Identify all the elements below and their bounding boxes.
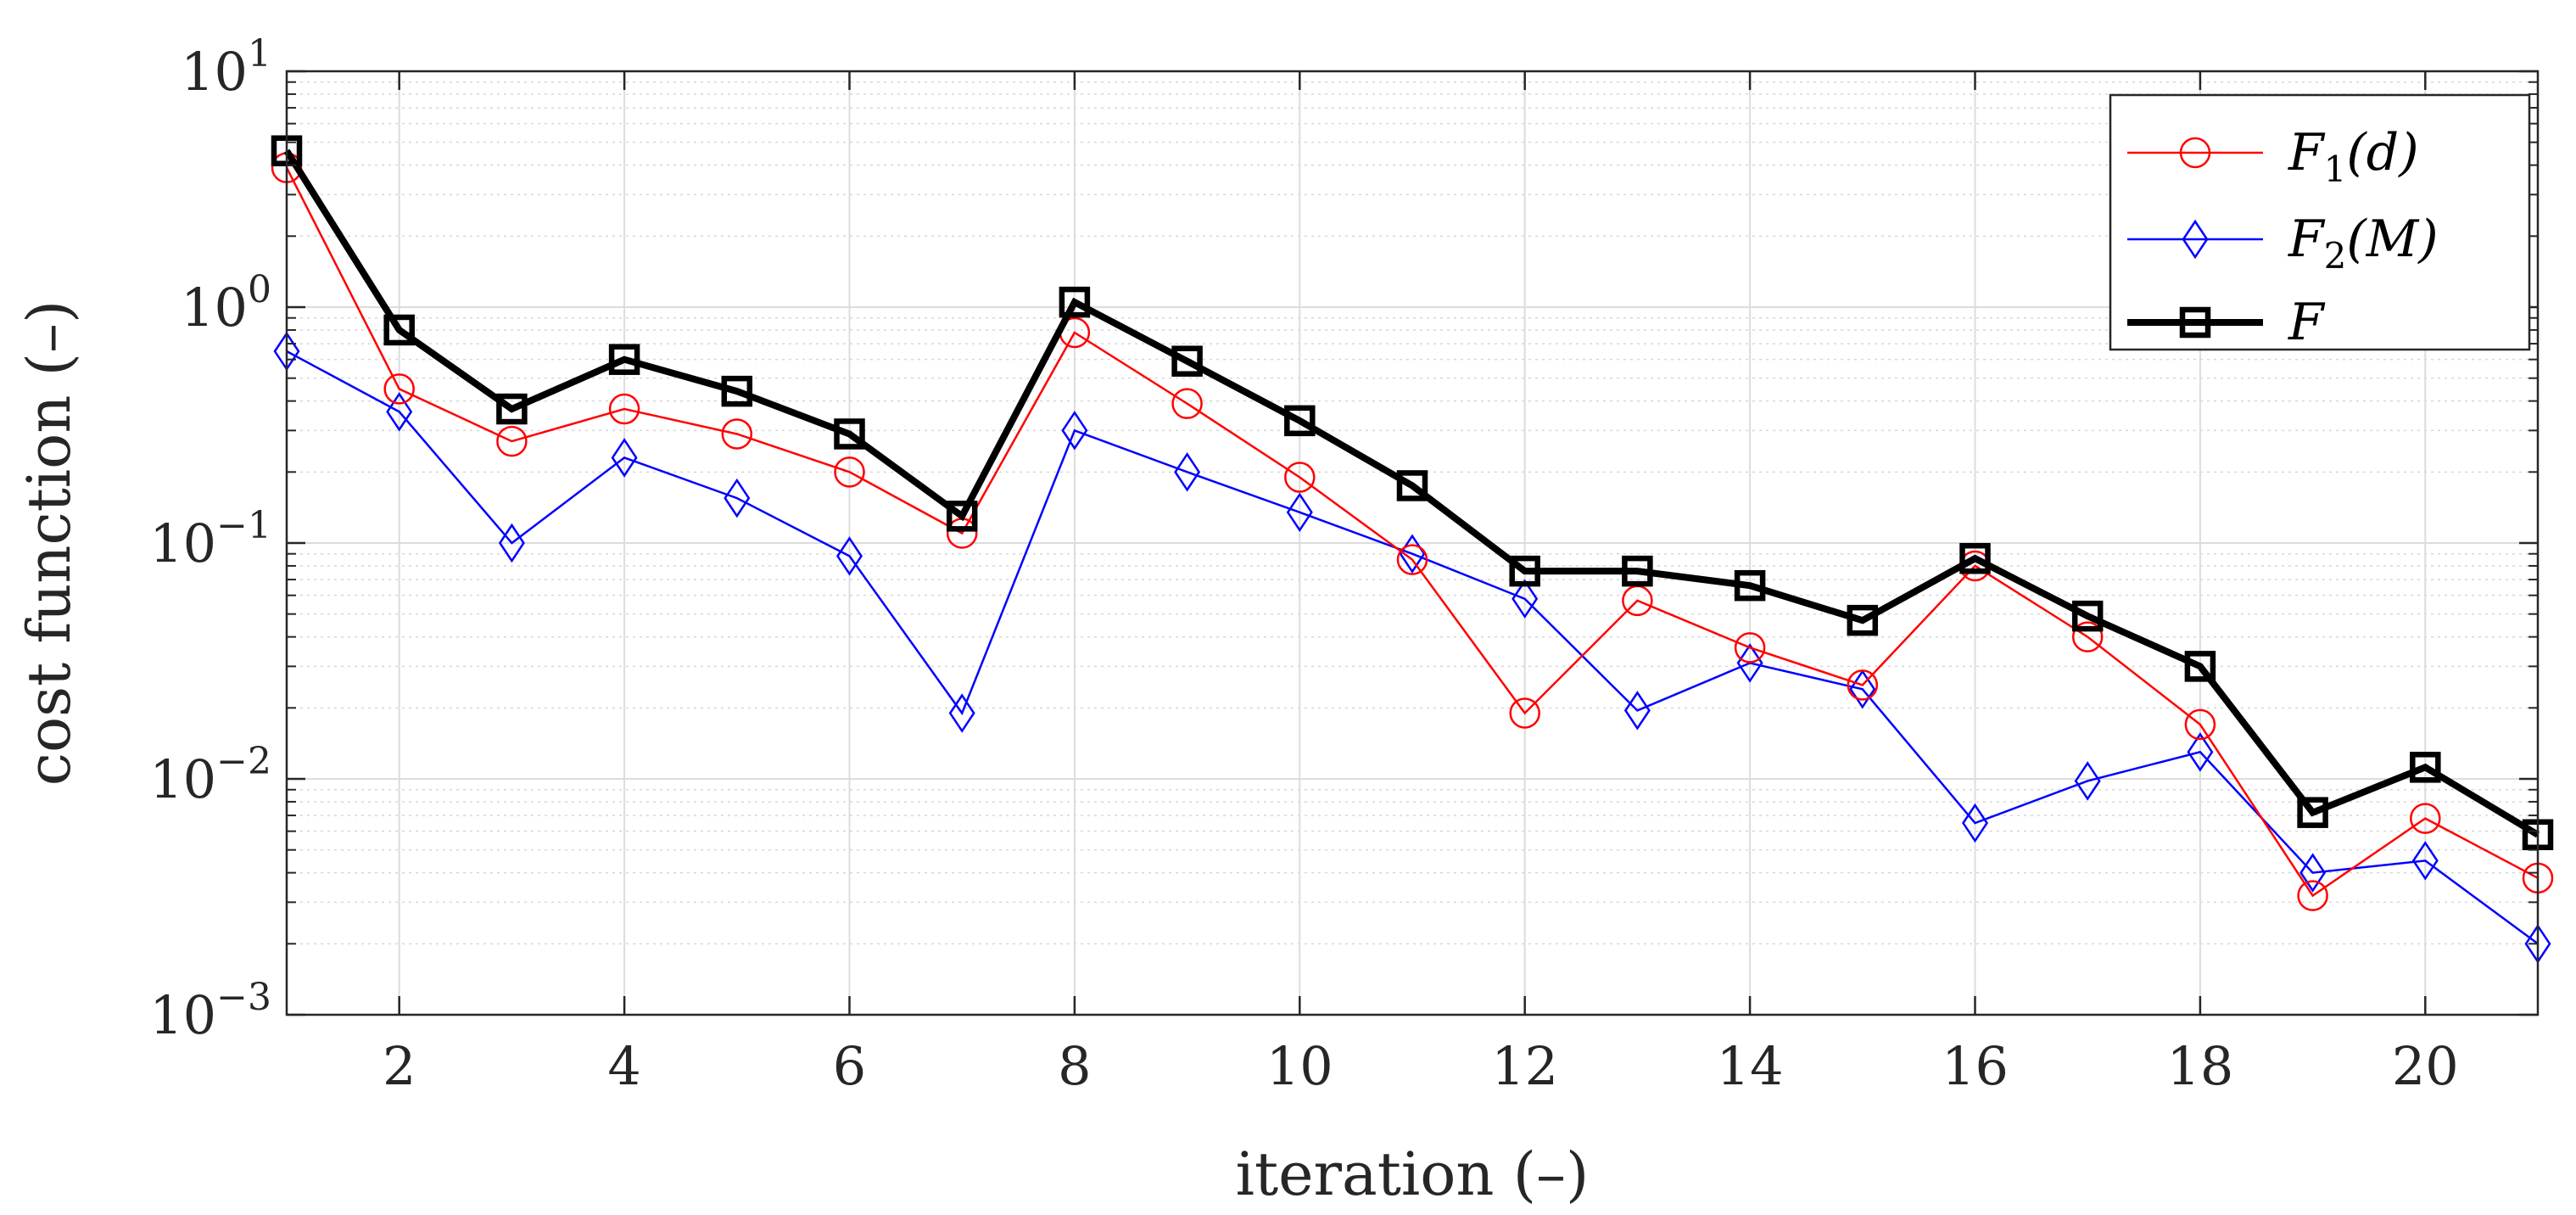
data-point-f1d	[608, 393, 640, 425]
data-point-f2m	[1286, 492, 1313, 533]
data-point-f	[1622, 555, 1653, 587]
data-point-f2m	[498, 523, 525, 563]
x-tick-label: 18	[2166, 1035, 2233, 1097]
data-point-f	[1171, 345, 1203, 377]
x-tick-label: 20	[2392, 1035, 2459, 1097]
x-tick-label: 6	[833, 1035, 866, 1097]
data-point-f	[721, 375, 753, 407]
minor-grid	[287, 81, 2538, 945]
x-tick-label: 2	[383, 1035, 416, 1097]
data-point-f1d	[496, 425, 528, 457]
data-point-f1d	[2297, 880, 2328, 911]
series-f2m	[273, 331, 2551, 964]
y-tick-label: 100	[181, 268, 271, 339]
data-point-f2m	[948, 693, 975, 733]
data-point-f	[496, 393, 528, 425]
data-point-f2m	[2299, 853, 2327, 893]
x-tick-label: 10	[1266, 1035, 1333, 1097]
data-point-f1d	[383, 373, 415, 405]
data-point-f1d	[721, 418, 753, 450]
data-point-f2m	[1736, 643, 1763, 683]
data-point-f2m	[1961, 803, 1989, 843]
data-point-f1d	[834, 456, 865, 488]
y-axis-tick-labels: 10−3 10−2 10−1 100 101	[149, 32, 271, 1046]
data-point-f	[1284, 405, 1316, 437]
series-f	[271, 135, 2554, 851]
data-point-f	[2410, 752, 2441, 783]
series-line-f1d	[285, 167, 2539, 898]
data-point-f	[1847, 604, 1879, 636]
series-layer	[271, 135, 2554, 964]
x-tick-label: 8	[1058, 1035, 1091, 1097]
data-point-f2m	[835, 536, 863, 576]
data-point-f	[1059, 286, 1091, 318]
y-tick-label: 10−1	[149, 504, 271, 574]
data-point-f2m	[724, 478, 751, 518]
data-point-f2m	[2411, 841, 2439, 881]
x-axis-tick-labels: 2 4 6 8 10 12 14 16 18 20	[383, 1035, 2459, 1097]
legend-marker-f2m	[2182, 219, 2209, 260]
data-point-f	[2297, 797, 2328, 828]
data-point-f2m	[1512, 579, 1539, 619]
data-point-f1d	[2410, 803, 2441, 834]
y-tick-label: 10−3	[149, 976, 271, 1046]
legend-entry-f: F	[2127, 293, 2326, 352]
series-f1d	[271, 152, 2554, 911]
data-point-f1d	[2071, 621, 2104, 652]
y-tick-label: 10−2	[149, 740, 271, 810]
data-point-f2m	[1174, 452, 1201, 492]
data-point-f1d	[1171, 388, 1203, 419]
data-point-f1d	[1734, 632, 1766, 663]
data-point-f1d	[2184, 708, 2216, 741]
legend-label-f: F	[2288, 293, 2326, 352]
data-point-f2m	[2074, 761, 2101, 801]
data-point-f2m	[2187, 732, 2214, 772]
data-point-f1d	[1509, 697, 1540, 729]
data-point-f1d	[1396, 544, 1428, 575]
legend-marker-f1d	[2179, 137, 2211, 169]
y-axis-label: cost function (–)	[14, 300, 84, 787]
data-point-f	[2184, 651, 2216, 682]
legend-entry-f1d: F1(d)	[2127, 123, 2419, 190]
x-axis-label: iteration (–)	[1236, 1139, 1590, 1209]
legend-label-f1d: F1(d)	[2288, 123, 2419, 190]
legend-marker-f	[2179, 306, 2211, 339]
data-point-f	[834, 418, 865, 450]
data-point-f	[608, 344, 640, 375]
x-tick-label: 16	[1942, 1035, 2009, 1097]
data-point-f	[2071, 600, 2104, 632]
data-point-f	[1959, 542, 1991, 574]
data-point-f1d	[1284, 462, 1316, 493]
data-point-f	[383, 314, 415, 346]
series-line-f	[283, 148, 2540, 838]
data-point-f	[1734, 569, 1766, 602]
legend: F1(d) F2(M) F	[2109, 93, 2531, 352]
data-point-f2m	[611, 438, 638, 478]
data-point-f	[946, 501, 978, 532]
data-point-f	[1396, 470, 1428, 501]
data-point-f	[1509, 555, 1540, 587]
series-line-f2m	[286, 350, 2539, 945]
x-tick-label: 12	[1491, 1035, 1558, 1097]
x-tick-label: 4	[607, 1035, 640, 1097]
x-tick-label: 14	[1717, 1035, 1784, 1097]
data-point-f1d	[1847, 669, 1879, 701]
legend-entry-f2m: F2(M)	[2127, 210, 2439, 277]
y-tick-label: 101	[181, 32, 271, 103]
data-point-f2m	[1623, 691, 1651, 731]
legend-label-f2m: F2(M)	[2288, 210, 2439, 277]
data-point-f2m	[1061, 411, 1088, 451]
data-point-f2m	[386, 392, 413, 432]
